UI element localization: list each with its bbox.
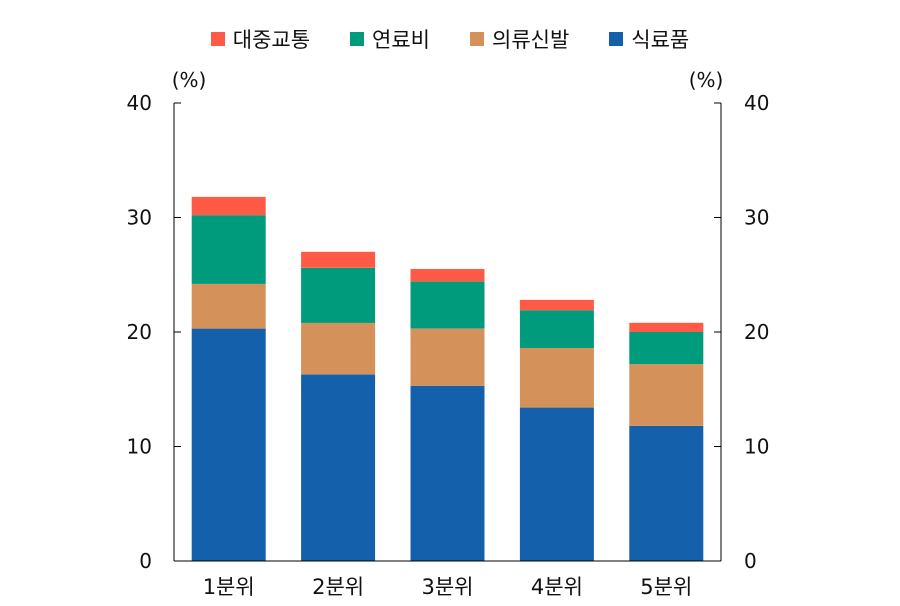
x-tick-label: 3분위	[421, 575, 473, 599]
bar-segment-fuel-1	[191, 215, 266, 284]
y-axis-unit-right: (%)	[689, 68, 724, 92]
legend-item-clothing: 의류신발	[470, 24, 569, 54]
legend-swatch	[210, 32, 225, 46]
bar-segment-clothing-4	[519, 348, 594, 408]
legend-label: 연료비	[372, 28, 430, 52]
legend-label: 의류신발	[492, 28, 570, 52]
legend-swatch	[350, 32, 365, 46]
bar-segment-transit-3	[410, 269, 485, 282]
bar-segment-transit-4	[519, 299, 594, 311]
bar-segment-fuel-2	[301, 267, 376, 323]
bar-segment-fuel-5	[629, 332, 704, 365]
legend-label: 식료품	[631, 28, 690, 52]
bar-segment-food-1	[191, 328, 266, 561]
legend: 대중교통 연료비 의류신발 식료품	[0, 24, 900, 54]
bar-segment-food-4	[519, 407, 594, 561]
bar-segment-fuel-3	[410, 281, 485, 329]
y-tick-label-right: 20	[744, 320, 769, 344]
bar-segment-fuel-4	[519, 310, 594, 348]
legend-swatch	[609, 32, 624, 46]
bar-segment-transit-1	[191, 196, 266, 216]
y-tick-label-left: 20	[127, 320, 152, 344]
y-tick-label-right: 30	[744, 206, 769, 230]
x-tick-label: 4분위	[531, 575, 583, 599]
x-tick-label: 5분위	[640, 575, 692, 599]
bar-segment-clothing-1	[191, 283, 266, 329]
y-tick-label-left: 0	[139, 549, 152, 573]
y-tick-label-left: 40	[127, 91, 152, 115]
y-tick-label-right: 40	[744, 91, 769, 115]
y-tick-label-right: 0	[744, 549, 757, 573]
bar-segment-food-3	[410, 385, 485, 561]
bar-segment-transit-2	[301, 251, 376, 268]
legend-item-fuel: 연료비	[350, 24, 430, 54]
legend-swatch	[470, 32, 484, 46]
y-tick-label-left: 30	[127, 206, 152, 230]
legend-label: 대중교통	[232, 28, 311, 52]
y-tick-label-right: 10	[744, 435, 769, 459]
bar-segment-clothing-2	[301, 322, 376, 375]
x-tick-label: 1분위	[203, 575, 255, 599]
bar-segment-food-2	[301, 374, 376, 561]
bar-segment-clothing-3	[410, 328, 485, 386]
legend-item-transit: 대중교통	[210, 24, 311, 54]
x-tick-label: 2분위	[312, 575, 364, 599]
bar-segment-clothing-5	[629, 364, 704, 426]
y-tick-label-left: 10	[127, 435, 152, 459]
bar-segment-transit-5	[629, 322, 704, 332]
bar-segment-food-5	[629, 425, 704, 561]
legend-item-food: 식료품	[609, 24, 689, 54]
y-axis-unit-left: (%)	[172, 68, 207, 92]
